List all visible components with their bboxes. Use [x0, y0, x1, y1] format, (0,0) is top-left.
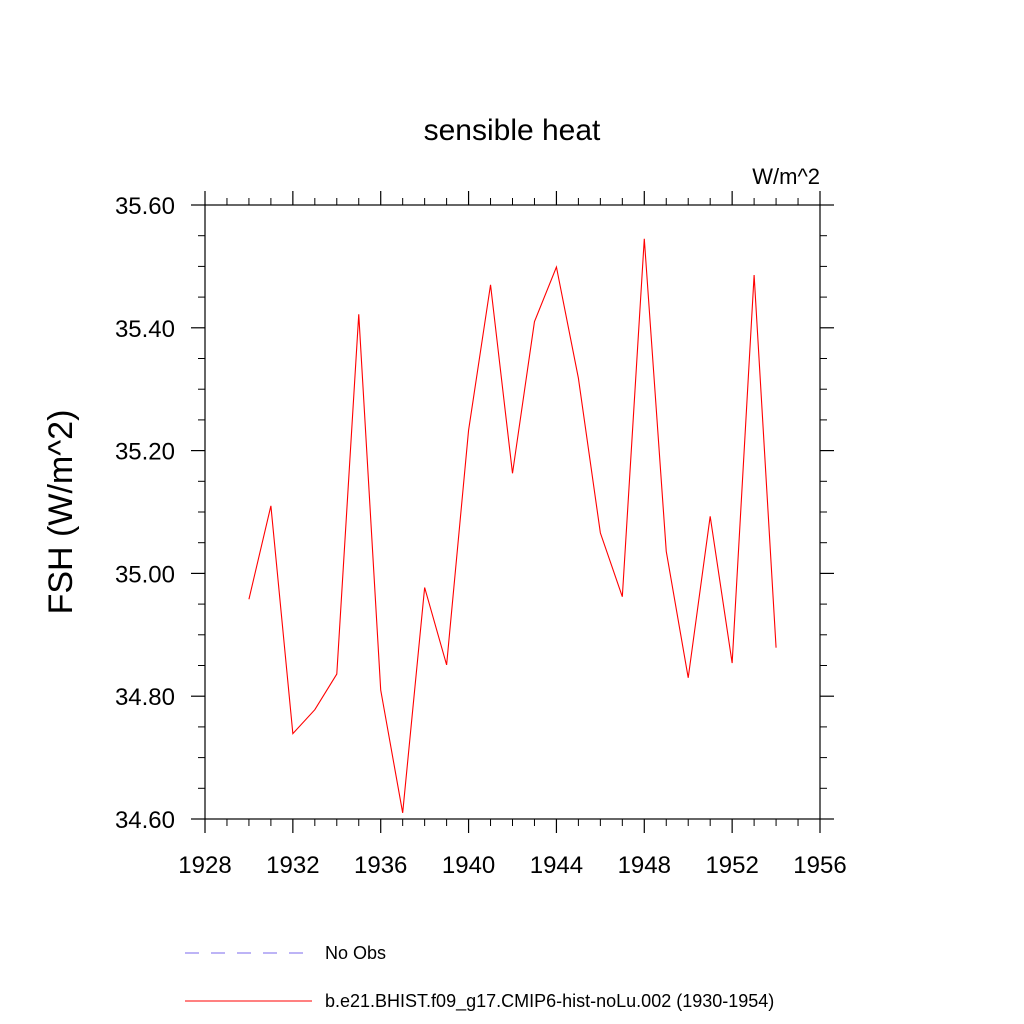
x-tick-label: 1956 — [793, 852, 846, 879]
y-tick-label: 35.40 — [115, 316, 175, 343]
y-tick-label: 35.20 — [115, 439, 175, 466]
x-tick-label: 1940 — [442, 852, 495, 879]
x-tick-label: 1948 — [618, 852, 671, 879]
y-tick-label: 35.60 — [115, 193, 175, 220]
y-tick-label: 34.60 — [115, 807, 175, 834]
series-layer — [248, 238, 777, 813]
x-tick-label: 1952 — [705, 852, 758, 879]
x-tick-label: 1932 — [266, 852, 319, 879]
axis-ticks: 1928 1932 1936 1940 1944 1948 1952 1956 34.60 34.… — [115, 191, 847, 879]
legend-label-model-run: b.e21.BHIST.f09_g17.CMIP6-hist-noLu.002 … — [325, 991, 774, 1012]
plot-frame — [204, 204, 821, 820]
chart-title: sensible heat — [424, 114, 601, 147]
y-tick-label: 35.00 — [115, 561, 175, 588]
y-tick-label: 34.80 — [115, 684, 175, 711]
units-label: W/m^2 — [752, 164, 820, 189]
x-tick-label: 1936 — [354, 852, 407, 879]
legend-label-no-obs: No Obs — [325, 943, 386, 963]
x-tick-label: 1928 — [178, 852, 231, 879]
series-line — [248, 238, 777, 813]
y-axis-label: FSH (W/m^2) — [42, 410, 80, 615]
x-tick-label: 1944 — [530, 852, 583, 879]
